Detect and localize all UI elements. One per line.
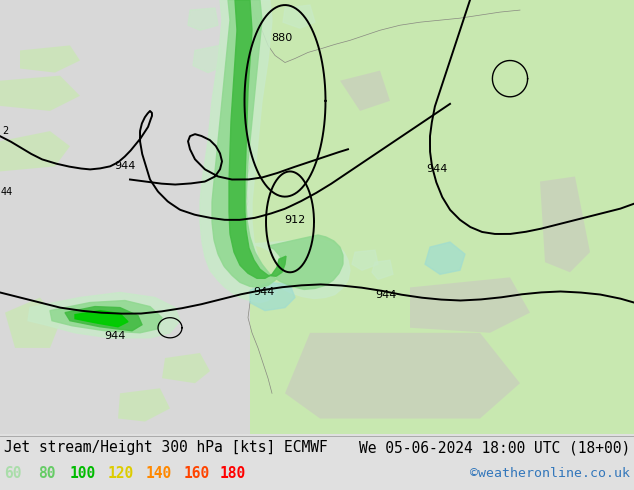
Polygon shape — [65, 307, 142, 331]
Polygon shape — [200, 0, 350, 302]
Polygon shape — [230, 89, 255, 111]
Text: 180: 180 — [220, 466, 246, 481]
Polygon shape — [283, 5, 315, 28]
Text: 944: 944 — [254, 288, 275, 297]
Text: 2: 2 — [2, 126, 8, 136]
Polygon shape — [20, 46, 80, 73]
Text: ©weatheronline.co.uk: ©weatheronline.co.uk — [470, 467, 630, 480]
Polygon shape — [540, 176, 590, 272]
Text: 140: 140 — [146, 466, 172, 481]
Text: 944: 944 — [426, 165, 448, 174]
Polygon shape — [0, 0, 250, 434]
Text: 160: 160 — [184, 466, 210, 481]
Polygon shape — [118, 388, 170, 421]
Text: 80: 80 — [38, 466, 56, 481]
Polygon shape — [28, 293, 180, 338]
Text: 100: 100 — [70, 466, 96, 481]
Text: 944: 944 — [114, 161, 136, 172]
Polygon shape — [75, 311, 128, 327]
Polygon shape — [5, 297, 60, 348]
Polygon shape — [229, 0, 286, 278]
Polygon shape — [285, 333, 520, 418]
Polygon shape — [193, 46, 225, 73]
Polygon shape — [0, 75, 80, 111]
Polygon shape — [250, 282, 295, 311]
Text: 120: 120 — [108, 466, 134, 481]
Polygon shape — [352, 250, 378, 270]
Polygon shape — [0, 131, 70, 172]
Polygon shape — [250, 0, 634, 434]
Polygon shape — [50, 300, 162, 333]
Polygon shape — [188, 8, 218, 30]
Text: 44: 44 — [1, 187, 13, 196]
Polygon shape — [372, 260, 393, 279]
Text: 880: 880 — [271, 33, 293, 43]
Polygon shape — [410, 277, 530, 333]
Text: 60: 60 — [4, 466, 22, 481]
Polygon shape — [162, 353, 210, 383]
Polygon shape — [212, 0, 343, 290]
Polygon shape — [340, 71, 390, 111]
Text: We 05-06-2024 18:00 UTC (18+00): We 05-06-2024 18:00 UTC (18+00) — [359, 440, 630, 455]
Text: 912: 912 — [285, 215, 306, 225]
Text: Jet stream/Height 300 hPa [kts] ECMWF: Jet stream/Height 300 hPa [kts] ECMWF — [4, 440, 328, 455]
Text: 944: 944 — [375, 291, 397, 300]
Text: 944: 944 — [105, 331, 126, 341]
Polygon shape — [425, 242, 465, 274]
